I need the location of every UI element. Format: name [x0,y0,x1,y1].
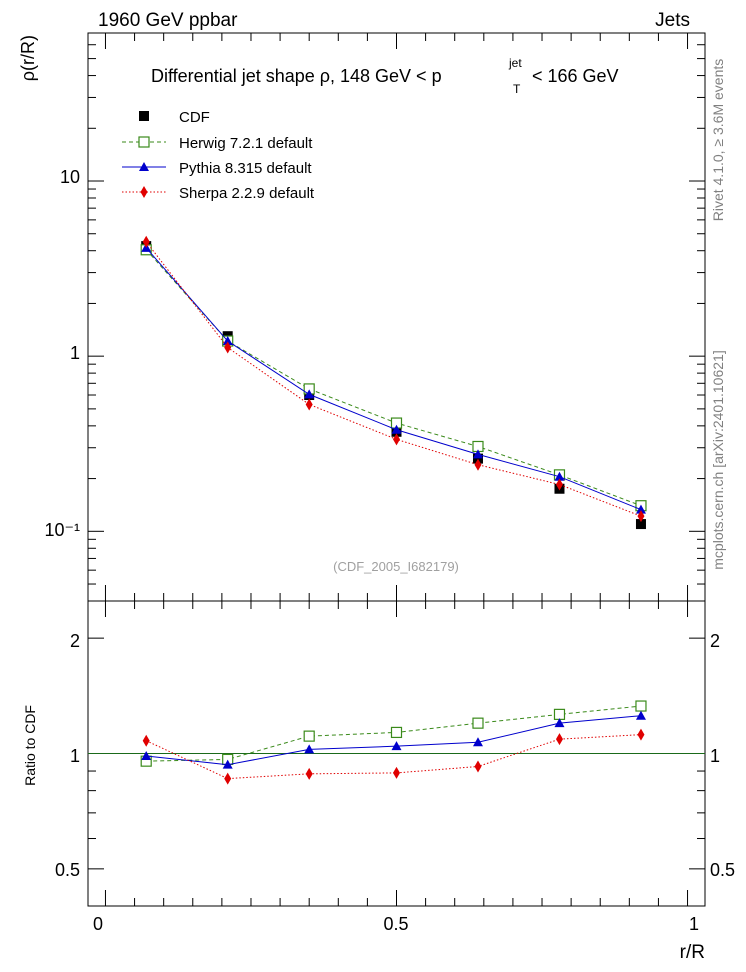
ratio-point-herwig-5 [553,708,566,720]
main-point-pythia-4 [472,449,483,459]
ratio-point-herwig-4 [472,717,484,729]
xtick-label-2: 1 [689,914,699,934]
main-title-sub: T [513,82,521,96]
main-point-cdf-6 [635,519,646,530]
legend-label-pythia: Pythia 8.315 default [179,160,312,177]
main-point-sherpa-0 [142,235,150,248]
main-title-end: < 166 GeV [532,66,619,86]
main-ytick-label-2: 10 [60,167,80,187]
main-axis-ticks [88,32,705,602]
header-left: 1960 GeV ppbar [98,10,238,31]
main-point-sherpa-6 [637,510,645,523]
ratio-point-herwig-3 [390,726,403,739]
ratio-ylabel: Ratio to CDF [22,705,38,786]
main-point-pythia-3 [391,424,402,434]
main-point-sherpa-2 [305,398,313,411]
ratio-ytick-label-right-0: 0.5 [710,860,735,880]
main-ylabel: ρ(r/R) [18,35,38,81]
ratio-point-pythia-5 [554,718,565,728]
main-point-cdf-4 [472,453,483,464]
ratio-ytick-label-left-2: 2 [70,631,80,651]
legend-entry-cdf: CDF [139,109,210,126]
main-title: Differential jet shape ρ, 148 GeV < p [151,66,442,86]
ratio-point-pythia-0 [141,751,152,761]
ratio-point-sherpa-3 [393,766,400,779]
main-point-pythia-2 [304,389,315,399]
main-line-pythia [145,247,642,511]
legend-marker-sherpa [140,186,148,198]
ratio-point-sherpa-5 [555,733,563,746]
main-point-sherpa-3 [393,433,400,446]
legend-marker-cdf [139,111,149,121]
legend-entry-pythia: Pythia 8.315 default [122,160,312,177]
legend-label-sherpa: Sherpa 2.2.9 default [179,185,315,202]
main-point-pythia-5 [554,471,565,481]
main-point-sherpa-5 [555,478,563,491]
ratio-point-sherpa-0 [142,734,150,747]
ratio-ytick-label-left-0: 0.5 [55,860,80,880]
header-right: Jets [655,10,690,31]
ratio-point-herwig-2 [303,730,315,742]
ratio-line-pythia [146,715,642,766]
ratio-point-pythia-3 [391,741,402,751]
legend-label-cdf: CDF [179,109,210,126]
ratio-point-sherpa-4 [474,760,482,773]
legend-entry-herwig: Herwig 7.2.1 default [122,135,313,152]
legend-entry-sherpa: Sherpa 2.2.9 default [122,185,315,202]
main-point-sherpa-1 [224,341,232,354]
ratio-point-pythia-1 [222,759,233,769]
rivet-label: Rivet 4.1.0, ≥ 3.6M events [710,59,726,222]
legend: CDF Herwig 7.2.1 default Pythia 8.315 de… [122,109,315,202]
ratio-ytick-label-right-1: 1 [710,746,720,766]
ratio-data-series [140,700,647,785]
mcplots-label: mcplots.cern.ch [arXiv:2401.10621] [710,350,726,569]
main-line-herwig [145,249,642,507]
ratio-ytick-label-right-2: 2 [710,631,720,651]
legend-marker-pythia [139,162,149,171]
ratio-point-pythia-6 [635,710,646,720]
legend-marker-herwig [138,136,150,148]
main-point-pythia-1 [222,336,233,346]
main-title-text: Differential jet shape ρ, 148 GeV < p [151,66,442,86]
main-data-series [140,235,647,530]
ratio-ytick-label-left-1: 1 [70,746,80,766]
ratio-xlabel: r/R [680,942,705,963]
xtick-label-1: 0.5 [383,914,408,934]
xtick-label-0: 0 [93,914,103,934]
ratio-axis-ticks [88,601,705,907]
main-ytick-label-1: 1 [70,343,80,363]
ratio-point-sherpa-2 [305,767,313,780]
legend-label-herwig: Herwig 7.2.1 default [179,135,313,152]
main-line-sherpa [145,241,642,517]
ratio-point-pythia-4 [472,737,483,747]
ratio-point-pythia-2 [304,744,315,754]
main-title-sup: jet [508,56,522,70]
main-point-pythia-6 [635,504,646,514]
main-point-sherpa-4 [474,458,482,471]
main-ytick-label-0: 10⁻¹ [44,520,80,540]
analysis-watermark: (CDF_2005_I682179) [333,559,459,574]
ratio-point-sherpa-1 [224,772,232,785]
ratio-point-sherpa-6 [637,728,645,741]
ratio-point-herwig-6 [635,700,647,712]
